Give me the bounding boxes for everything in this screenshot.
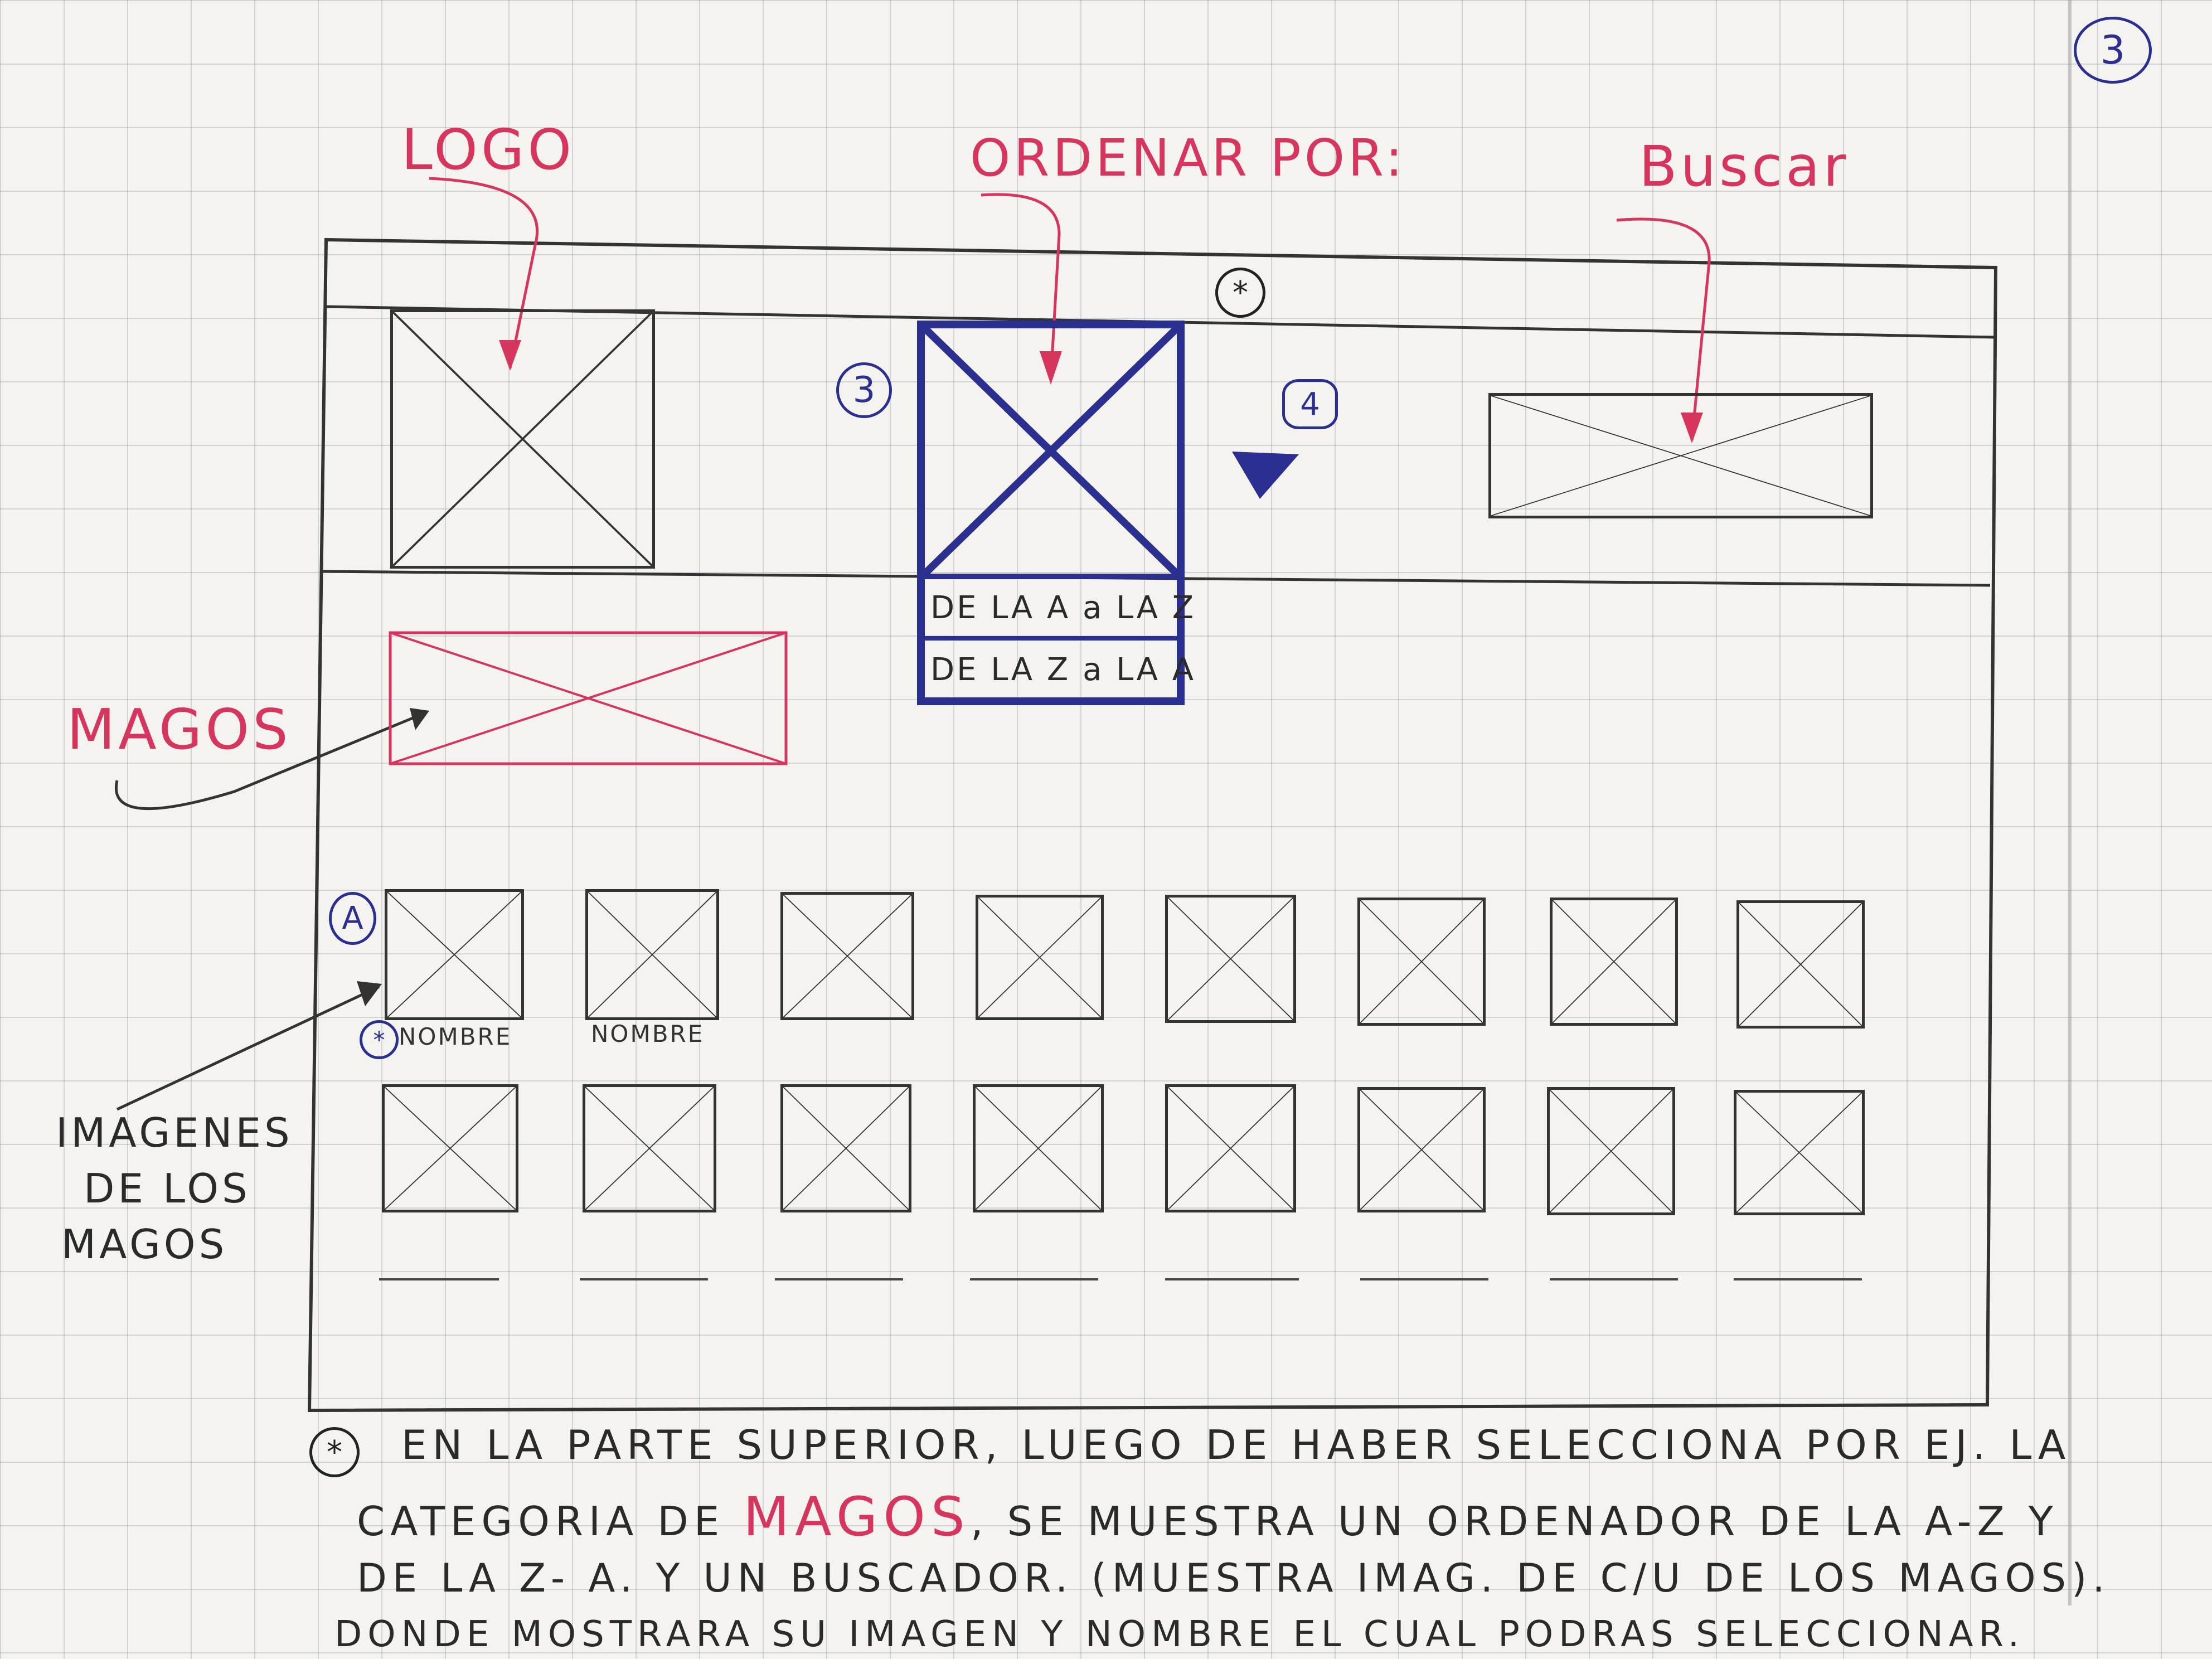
- wizard-card-image[interactable]: [973, 1084, 1104, 1212]
- magos-annotation: MAGOS: [67, 697, 292, 762]
- placeholder-cross-icon: [393, 312, 652, 566]
- star-marker-nombre: *: [360, 1020, 399, 1059]
- placeholder-cross-icon: [1553, 900, 1675, 1023]
- placeholder-cross-icon: [978, 898, 1101, 1017]
- sort-option-z-a-label: DE LA Z a LA A: [930, 652, 1196, 688]
- placeholder-cross-icon: [783, 1087, 909, 1210]
- sort-option-a-z-label: DE LA A a LA Z: [930, 589, 1196, 626]
- search-box-placeholder[interactable]: [1488, 393, 1873, 518]
- placeholder-cross-icon: [1360, 1090, 1483, 1210]
- placeholder-cross-icon: [1360, 900, 1483, 1023]
- wizard-name-label: NOMBRE: [591, 1020, 705, 1047]
- footnote-line-2-end: , SE MUESTRA UN ORDENADOR DE LA A-Z Y: [970, 1498, 2059, 1545]
- wizard-card-image[interactable]: [780, 892, 914, 1020]
- placeholder-cross-icon: [1168, 898, 1293, 1020]
- placeholder-cross-icon: [1168, 1087, 1293, 1210]
- logo-placeholder: [390, 309, 655, 569]
- marker-3: 3: [836, 362, 892, 418]
- placeholder-cross-icon: [585, 1087, 714, 1210]
- wizard-card-image[interactable]: [1357, 898, 1486, 1026]
- wizard-card-image[interactable]: [382, 1084, 518, 1212]
- wizard-card-image[interactable]: [1547, 1087, 1675, 1215]
- placeholder-cross-icon: [925, 328, 1177, 574]
- marker-4-label: 4: [1300, 386, 1320, 423]
- marker-a-label: A: [342, 900, 363, 937]
- logo-annotation: LOGO: [401, 117, 575, 182]
- imagenes-annotation-3: MAGOS: [61, 1221, 228, 1268]
- placeholder-cross-icon: [1739, 903, 1862, 1026]
- sort-option-a-z[interactable]: DE LA A a LA Z: [925, 579, 1194, 641]
- ordenar-annotation: ORDENAR POR:: [970, 128, 1406, 188]
- sort-option-z-a[interactable]: DE LA Z a LA A: [925, 641, 1194, 699]
- marker-a: A: [329, 892, 376, 945]
- imagenes-annotation-1: IMAGENES: [56, 1109, 293, 1156]
- footnote-star-marker: *: [309, 1427, 360, 1477]
- star-marker-header-label: *: [1233, 274, 1248, 311]
- wizard-card-image[interactable]: [385, 889, 524, 1020]
- marker-3-label: 3: [852, 370, 876, 411]
- footnote-star-label: *: [327, 1434, 342, 1471]
- wizard-name-label: NOMBRE: [399, 1023, 512, 1050]
- buscar-annotation: Buscar: [1639, 134, 1850, 199]
- footnote-line-4: DONDE MOSTRARA SU IMAGEN Y NOMBRE EL CUA…: [334, 1614, 2025, 1655]
- wizard-card-image[interactable]: [1734, 1090, 1865, 1215]
- notebook-margin-line: [2068, 0, 2072, 1605]
- sort-dropdown-image: [925, 328, 1177, 579]
- placeholder-cross-icon: [783, 895, 911, 1017]
- marker-4: 4: [1282, 379, 1338, 429]
- placeholder-cross-icon: [1736, 1093, 1862, 1212]
- wizard-card-image[interactable]: [1550, 898, 1678, 1026]
- placeholder-cross-icon: [387, 892, 521, 1017]
- page-number: 3: [2100, 27, 2126, 73]
- placeholder-cross-icon: [1550, 1090, 1672, 1212]
- wizard-card-image[interactable]: [1165, 1084, 1296, 1212]
- star-marker-nombre-label: *: [373, 1026, 385, 1054]
- wizard-card-image[interactable]: [1165, 895, 1296, 1023]
- wizard-card-image[interactable]: [976, 895, 1104, 1020]
- sort-dropdown[interactable]: DE LA A a LA Z DE LA Z a LA A: [917, 321, 1194, 705]
- footnote-line-1: EN LA PARTE SUPERIOR, LUEGO DE HABER SEL…: [401, 1422, 2072, 1468]
- star-marker-header: *: [1215, 268, 1265, 318]
- wizard-card-image[interactable]: [1736, 900, 1865, 1029]
- wizard-card-image[interactable]: [780, 1084, 911, 1212]
- placeholder-cross-icon: [385, 1087, 516, 1210]
- placeholder-cross-icon: [588, 892, 716, 1017]
- placeholder-cross-icon: [1491, 396, 1870, 516]
- footnote-line-2-start: CATEGORIA DE: [357, 1498, 744, 1545]
- wizard-card-image[interactable]: [583, 1084, 716, 1212]
- wizard-card-image[interactable]: [585, 889, 719, 1020]
- wizard-card-image[interactable]: [1357, 1087, 1486, 1212]
- footnote-highlight-magos: MAGOS: [743, 1486, 971, 1548]
- page-number-circle: 3: [2074, 17, 2152, 84]
- footnote-line-3: DE LA Z- A. Y UN BUSCADOR. (MUESTRA IMAG…: [357, 1555, 2111, 1601]
- placeholder-cross-icon: [976, 1087, 1101, 1210]
- imagenes-annotation-2: DE LOS: [84, 1165, 251, 1212]
- footnote-line-2: CATEGORIA DE MAGOS, SE MUESTRA UN ORDENA…: [357, 1486, 2059, 1548]
